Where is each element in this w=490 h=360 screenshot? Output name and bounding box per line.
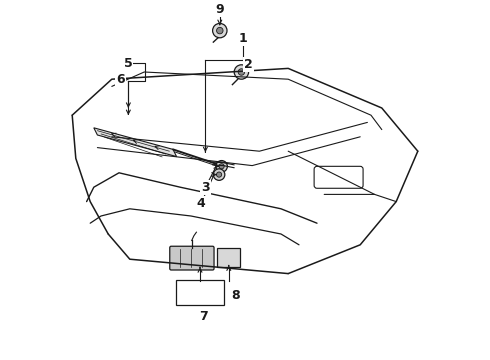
- Text: 5: 5: [123, 57, 132, 69]
- Text: 8: 8: [232, 289, 240, 302]
- Circle shape: [216, 161, 227, 172]
- Circle shape: [217, 27, 223, 34]
- Polygon shape: [94, 128, 176, 157]
- Text: 3: 3: [201, 181, 210, 194]
- Text: 2: 2: [244, 58, 253, 71]
- FancyBboxPatch shape: [170, 246, 214, 270]
- Text: 6: 6: [117, 73, 125, 86]
- Circle shape: [234, 65, 248, 79]
- FancyBboxPatch shape: [176, 280, 224, 305]
- Circle shape: [219, 164, 224, 169]
- Text: 7: 7: [199, 310, 208, 323]
- Circle shape: [213, 23, 227, 38]
- Text: 4: 4: [196, 197, 205, 210]
- FancyBboxPatch shape: [314, 166, 363, 188]
- Text: 1: 1: [239, 32, 247, 45]
- Circle shape: [238, 69, 245, 75]
- Circle shape: [213, 169, 225, 180]
- Circle shape: [217, 172, 221, 177]
- Text: 9: 9: [216, 3, 224, 15]
- FancyBboxPatch shape: [217, 248, 240, 267]
